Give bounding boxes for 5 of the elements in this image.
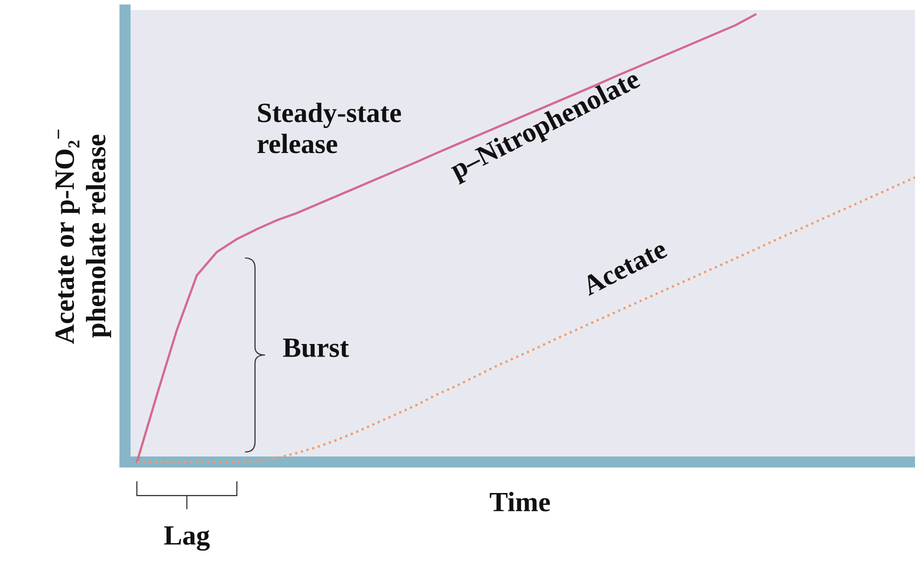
x-axis-title: Time [490, 492, 550, 512]
annotation: Burst [283, 338, 349, 358]
annotation: Steady-state release [257, 102, 401, 154]
text: Acetate or p-NO₂$^{−}$ phenolate release [55, 130, 112, 344]
text: Lag [164, 526, 210, 551]
